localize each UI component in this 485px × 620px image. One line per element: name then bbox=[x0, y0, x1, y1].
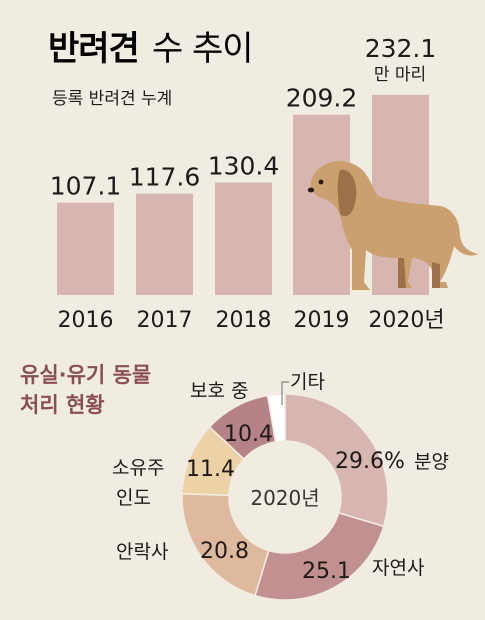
bar-2016 bbox=[57, 202, 114, 295]
dog-illustration-icon bbox=[307, 161, 478, 290]
slice-category-boho: 보호 중 bbox=[190, 380, 248, 402]
gita-leader-line bbox=[281, 381, 289, 405]
bar-2018 bbox=[215, 182, 272, 295]
slice-category-gita: 기타 bbox=[290, 371, 325, 393]
donut-chart bbox=[181, 393, 389, 601]
page-title: 반려견 수 추이 bbox=[48, 29, 253, 69]
x-tick-label: 2020년 bbox=[368, 308, 444, 333]
x-tick-label: 2018 bbox=[216, 308, 272, 333]
slice-value-soyuju: 11.4 bbox=[186, 457, 235, 482]
slice-category-soyuju-line-2: 인도 bbox=[116, 487, 151, 509]
slice-value-jayeonsa: 25.1 bbox=[302, 559, 351, 584]
bar-value-label: 117.6 bbox=[129, 163, 201, 192]
pie-title-line-1: 유실·유기 동물 bbox=[20, 363, 151, 387]
x-tick-label: 2016 bbox=[58, 308, 114, 333]
slice-category-anraksa: 안락사 bbox=[116, 541, 168, 563]
slice-value-bunyang: 29.6% bbox=[335, 449, 405, 474]
slice-value-boho: 10.4 bbox=[224, 422, 273, 447]
pie-chart-title: 유실·유기 동물 처리 현황 bbox=[20, 363, 151, 417]
bar-value-label: 232.1 bbox=[365, 34, 437, 63]
unit-label: 만 마리 bbox=[374, 65, 426, 85]
slice-category-jayeonsa: 자연사 bbox=[372, 557, 424, 579]
slice-value-anraksa: 20.8 bbox=[200, 539, 249, 564]
x-tick-label: 2019 bbox=[294, 308, 350, 333]
bar-value-label: 130.4 bbox=[208, 152, 280, 181]
bar-2017 bbox=[136, 193, 193, 295]
pie-title-line-2: 처리 현황 bbox=[20, 393, 105, 417]
title-rest: 수 추이 bbox=[152, 29, 253, 69]
slice-category-soyuju-line-1: 소유주 bbox=[112, 457, 164, 479]
bar-value-label: 107.1 bbox=[50, 172, 122, 201]
donut-center-label: 2020년 bbox=[250, 486, 319, 510]
x-tick-label: 2017 bbox=[137, 308, 193, 333]
donut-hole bbox=[229, 441, 341, 553]
title-bold: 반려견 bbox=[48, 29, 139, 69]
bar-chart-subtitle: 등록 반려견 누계 bbox=[52, 89, 172, 109]
bar-value-label: 209.2 bbox=[286, 84, 358, 113]
slice-category-bunyang: 분양 bbox=[414, 451, 449, 473]
